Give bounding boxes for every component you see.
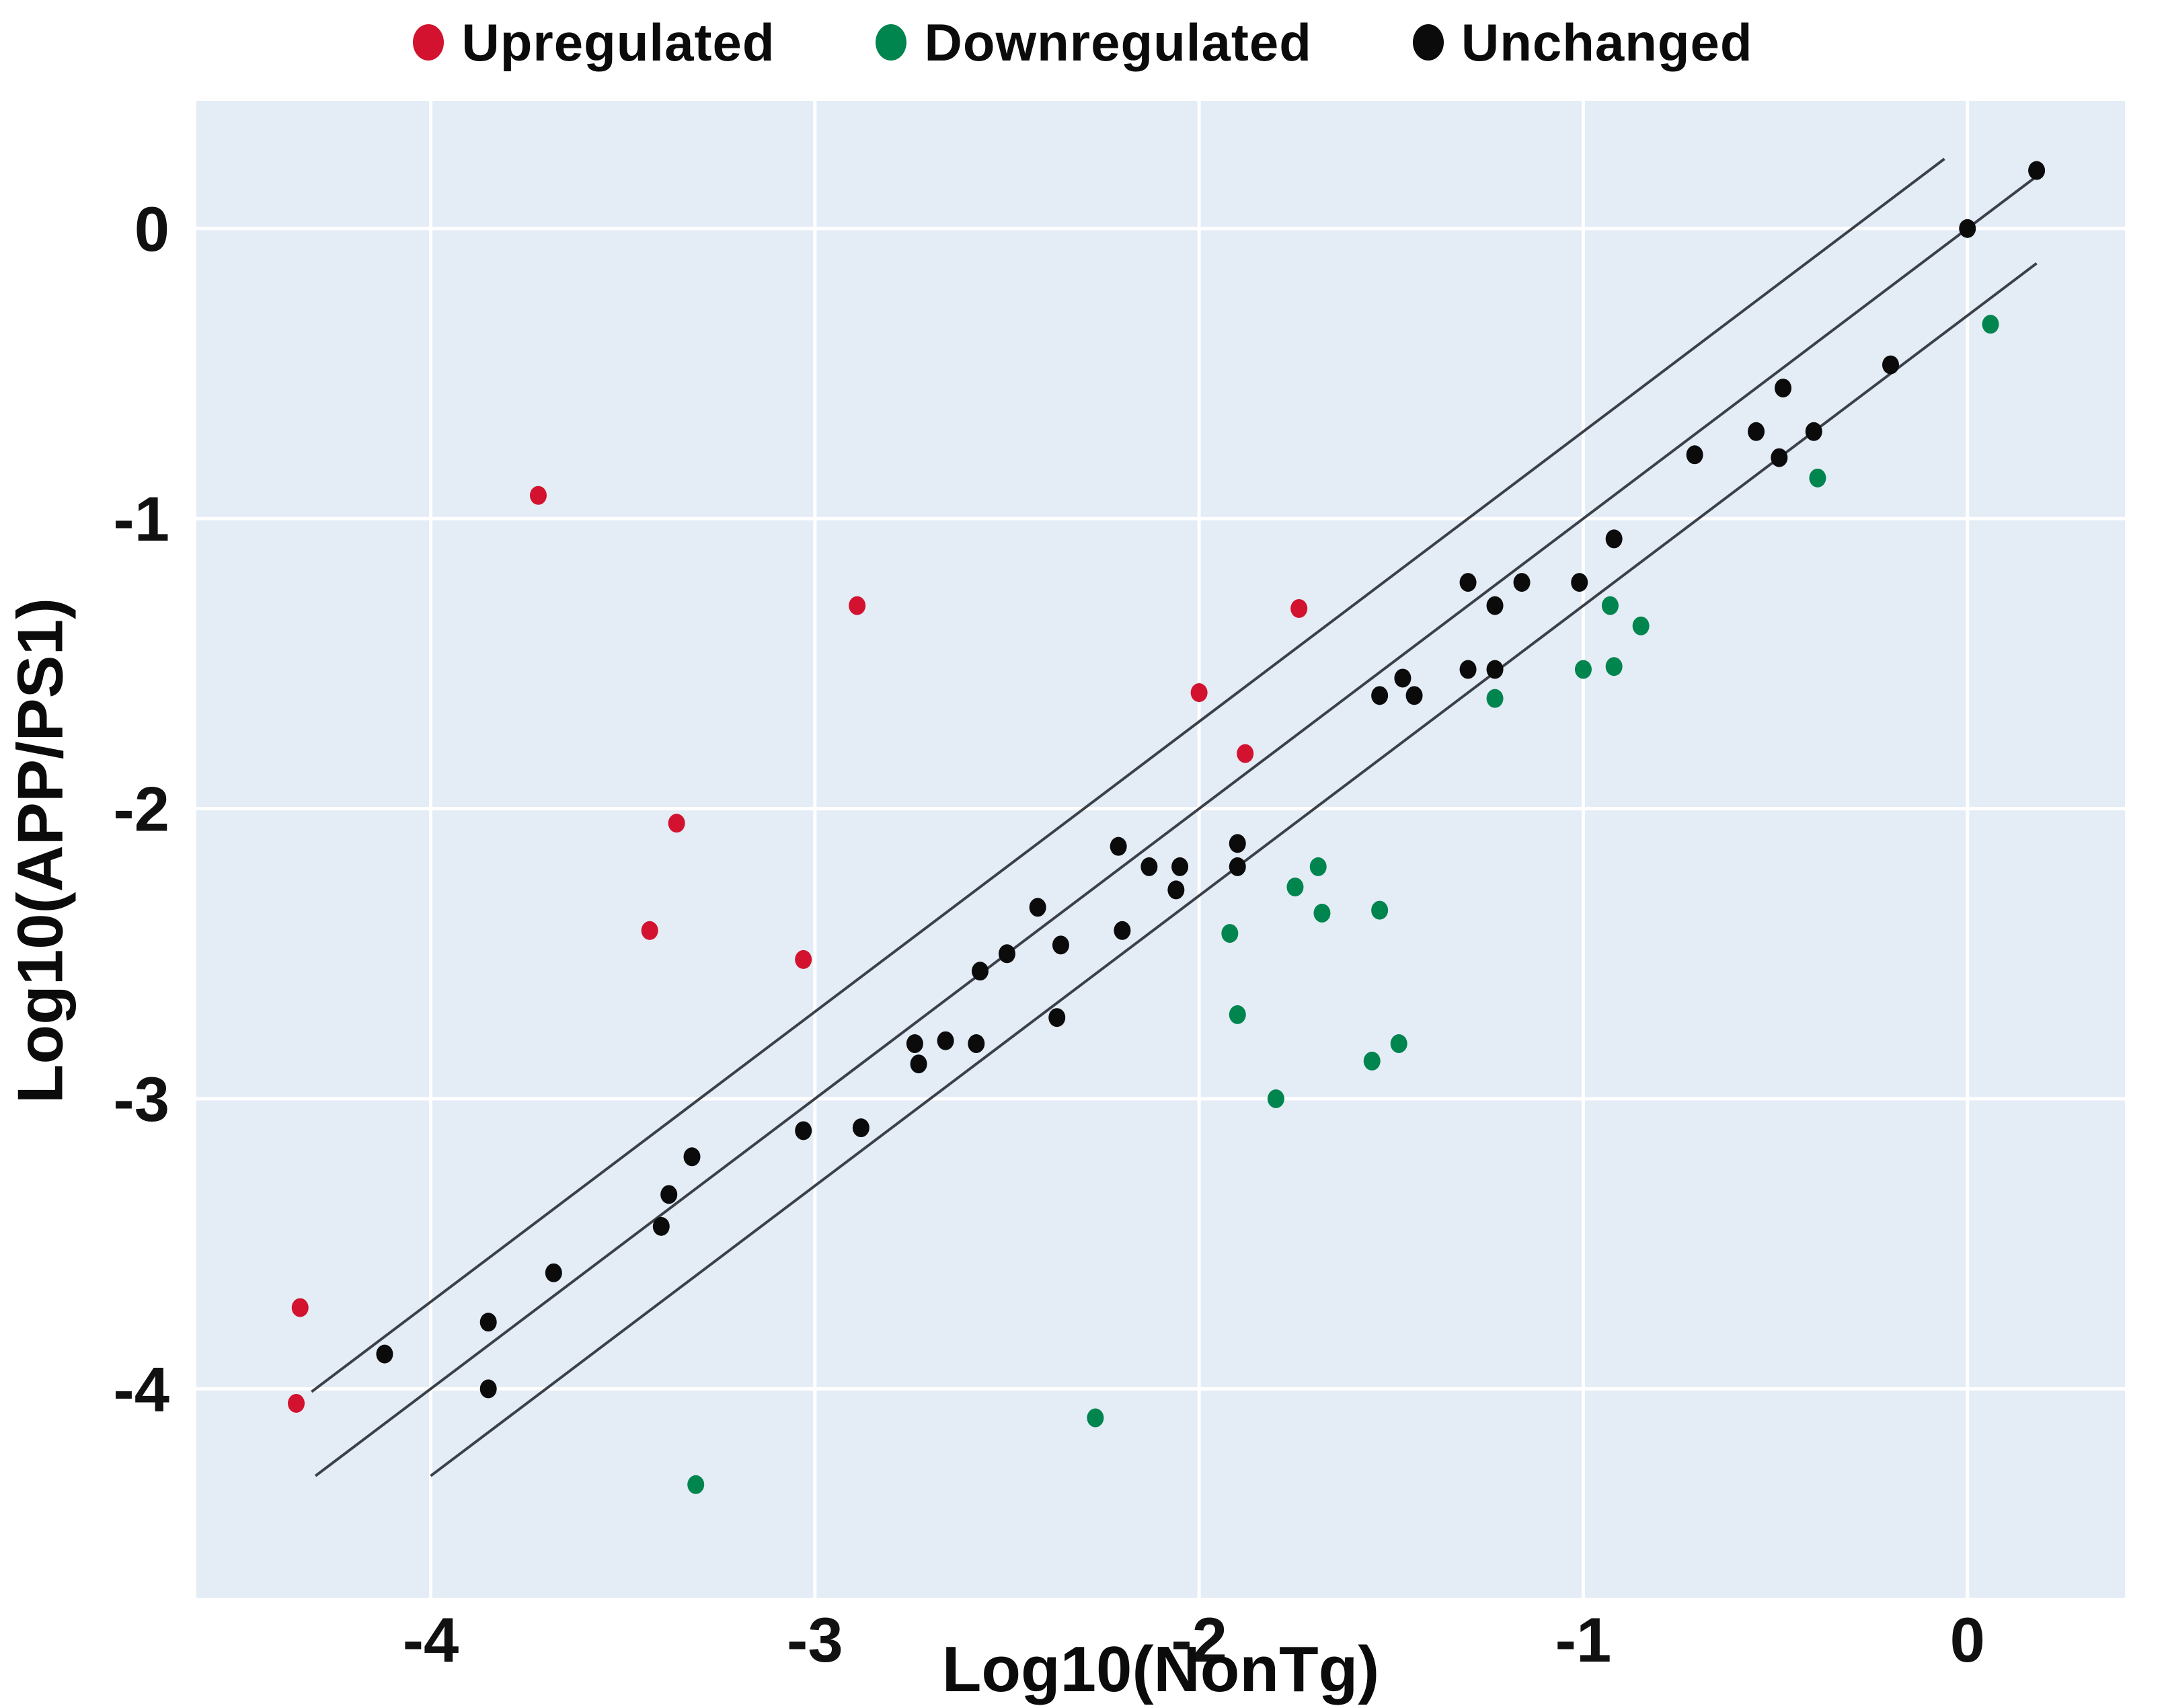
data-point-unchanged	[998, 944, 1015, 964]
data-point-downregulated	[1632, 616, 1650, 635]
data-point-downregulated	[1229, 1005, 1246, 1024]
x-tick-label: 0	[1950, 1604, 1985, 1675]
data-point-unchanged	[545, 1263, 562, 1282]
data-point-unchanged	[479, 1379, 497, 1399]
data-point-unchanged	[1686, 445, 1703, 465]
data-point-unchanged	[1459, 573, 1477, 592]
data-point-unchanged	[1405, 686, 1423, 705]
data-point-unchanged	[1052, 935, 1069, 955]
x-axis-title: Log10(NonTg)	[941, 1633, 1380, 1705]
data-point-unchanged	[1882, 355, 1899, 375]
data-point-unchanged	[1229, 834, 1246, 853]
data-point-unchanged	[1959, 219, 1976, 238]
data-point-unchanged	[1140, 857, 1158, 876]
data-point-unchanged	[479, 1313, 497, 1332]
y-tick-label: 0	[134, 194, 169, 264]
y-tick-label: -4	[113, 1354, 169, 1424]
data-point-upregulated	[1190, 683, 1208, 703]
data-point-upregulated	[529, 486, 547, 505]
data-point-downregulated	[1982, 315, 1999, 334]
data-point-downregulated	[1087, 1408, 1104, 1428]
data-point-unchanged	[1048, 1008, 1066, 1027]
data-point-unchanged	[683, 1147, 701, 1167]
data-point-unchanged	[1394, 668, 1411, 688]
unchanged-marker-icon	[1412, 24, 1444, 61]
plot-area	[196, 101, 2125, 1598]
data-point-downregulated	[1486, 689, 1504, 708]
data-point-upregulated	[291, 1298, 309, 1317]
y-axis-title: Log10(APP/PS1)	[4, 597, 77, 1104]
y-tick-label: -3	[113, 1064, 169, 1134]
data-point-downregulated	[1601, 596, 1619, 615]
data-point-downregulated	[1221, 924, 1239, 943]
data-point-unchanged	[1771, 448, 1788, 467]
data-point-upregulated	[1237, 744, 1254, 763]
x-tick-label: -3	[787, 1604, 843, 1675]
legend-item-downregulated: Downregulated	[876, 12, 1311, 73]
data-point-unchanged	[1110, 837, 1127, 856]
data-point-unchanged	[971, 962, 989, 981]
data-point-unchanged	[2028, 161, 2046, 180]
data-point-unchanged	[852, 1118, 869, 1138]
data-point-unchanged	[1486, 596, 1504, 615]
data-point-unchanged	[1114, 921, 1131, 940]
data-point-unchanged	[1605, 529, 1623, 549]
data-point-downregulated	[1371, 900, 1389, 920]
data-point-upregulated	[849, 596, 866, 615]
data-point-unchanged	[1571, 573, 1588, 592]
reference-line	[314, 172, 2042, 1477]
data-point-downregulated	[1313, 903, 1331, 923]
data-point-unchanged	[1229, 857, 1246, 876]
reference-line	[311, 157, 1945, 1393]
y-tick-label: -1	[113, 483, 169, 554]
data-point-downregulated	[1605, 657, 1623, 676]
data-point-downregulated	[1286, 878, 1304, 897]
data-point-downregulated	[1363, 1051, 1381, 1071]
data-point-unchanged	[1513, 573, 1531, 592]
data-point-unchanged	[660, 1185, 678, 1204]
data-point-unchanged	[1171, 857, 1189, 876]
legend: Upregulated Downregulated Unchanged	[0, 5, 2166, 79]
data-point-downregulated	[1267, 1089, 1284, 1108]
data-point-unchanged	[968, 1034, 985, 1054]
data-point-downregulated	[687, 1475, 705, 1494]
data-point-unchanged	[376, 1344, 393, 1364]
data-point-unchanged	[1805, 422, 1822, 441]
legend-label-downregulated: Downregulated	[924, 12, 1312, 72]
data-point-unchanged	[1371, 686, 1389, 705]
data-point-downregulated	[1390, 1034, 1407, 1054]
data-point-upregulated	[668, 814, 685, 833]
data-point-unchanged	[652, 1216, 670, 1236]
legend-item-unchanged: Unchanged	[1412, 12, 1753, 73]
data-point-downregulated	[1309, 857, 1327, 876]
data-point-upregulated	[795, 949, 812, 969]
data-point-unchanged	[1486, 660, 1504, 679]
data-point-upregulated	[641, 921, 658, 940]
legend-item-upregulated: Upregulated	[413, 12, 775, 73]
data-point-unchanged	[1775, 379, 1792, 398]
data-point-upregulated	[288, 1393, 305, 1413]
x-tick-label: -1	[1555, 1604, 1612, 1675]
x-tick-label: -4	[403, 1604, 459, 1675]
data-point-unchanged	[1459, 660, 1477, 679]
data-point-unchanged	[910, 1054, 927, 1074]
legend-label-upregulated: Upregulated	[461, 12, 775, 72]
data-point-upregulated	[1290, 598, 1308, 618]
data-point-unchanged	[795, 1121, 812, 1140]
data-point-unchanged	[937, 1031, 954, 1050]
data-point-unchanged	[906, 1034, 923, 1054]
y-tick-label: -2	[113, 774, 169, 845]
x-tick-label: -2	[1171, 1604, 1227, 1675]
data-point-unchanged	[1029, 898, 1046, 917]
data-point-downregulated	[1574, 660, 1592, 679]
data-point-unchanged	[1748, 422, 1765, 441]
upregulated-marker-icon	[413, 24, 444, 61]
legend-label-unchanged: Unchanged	[1461, 12, 1753, 72]
downregulated-marker-icon	[876, 24, 907, 61]
data-point-unchanged	[1167, 880, 1185, 900]
data-point-downregulated	[1809, 468, 1826, 488]
